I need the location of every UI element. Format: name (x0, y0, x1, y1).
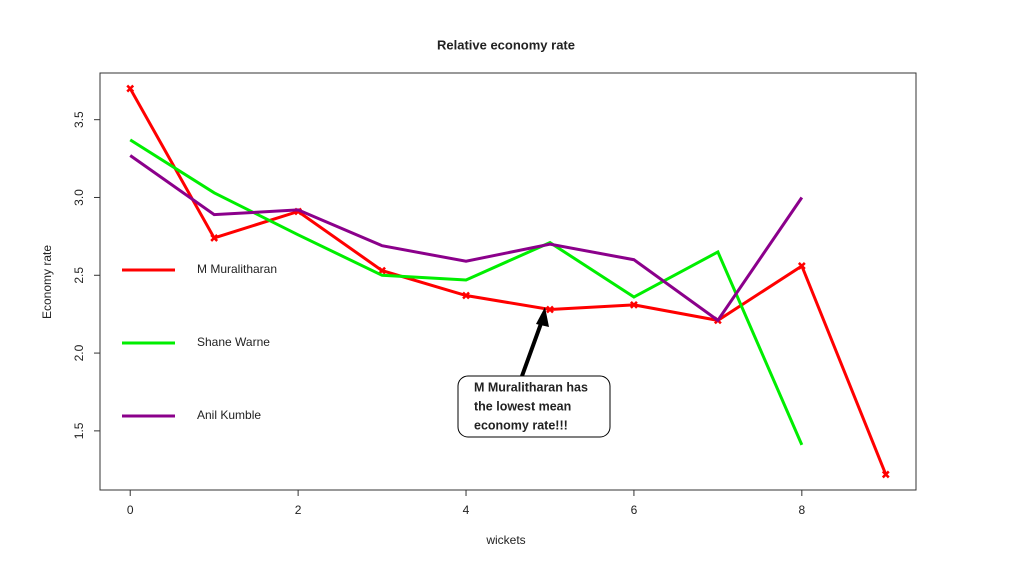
y-tick-label: 2.0 (72, 344, 86, 361)
x-tick-label: 2 (295, 503, 302, 517)
x-tick-label: 6 (631, 503, 638, 517)
y-tick-label: 3.5 (72, 111, 86, 128)
legend-label: M Muralitharan (197, 262, 277, 276)
point-marker (546, 305, 554, 314)
legend-label: Shane Warne (197, 335, 270, 349)
x-tick-label: 4 (463, 503, 470, 517)
chart-title: Relative economy rate (437, 37, 575, 52)
y-tick-label: 2.5 (72, 267, 86, 284)
x-axis-label: wickets (485, 533, 525, 547)
annotation-text: economy rate!!! (474, 418, 568, 432)
plot-frame (99, 72, 917, 491)
point-marker (630, 300, 638, 309)
y-tick-label: 1.5 (72, 422, 86, 439)
point-marker (126, 84, 135, 93)
annotation-arrowhead (536, 307, 549, 327)
series-line (128, 87, 888, 476)
point-marker (462, 291, 470, 300)
annotation-text: M Muralitharan has (474, 380, 588, 394)
series-line (129, 138, 804, 446)
point-marker (797, 262, 806, 270)
point-marker (881, 470, 890, 479)
annotation-arrow (520, 317, 545, 377)
series-line (129, 154, 804, 323)
annotation-text: the lowest mean (474, 399, 571, 413)
legend-label: Anil Kumble (197, 408, 261, 422)
y-axis-label: Economy rate (40, 245, 54, 319)
annotation-box (457, 375, 611, 438)
y-tick-label: 3.0 (72, 189, 86, 206)
x-tick-label: 0 (127, 503, 134, 517)
x-tick-label: 8 (798, 503, 805, 517)
point-marker (210, 234, 219, 242)
annotation (457, 307, 611, 438)
point-marker (378, 266, 386, 275)
